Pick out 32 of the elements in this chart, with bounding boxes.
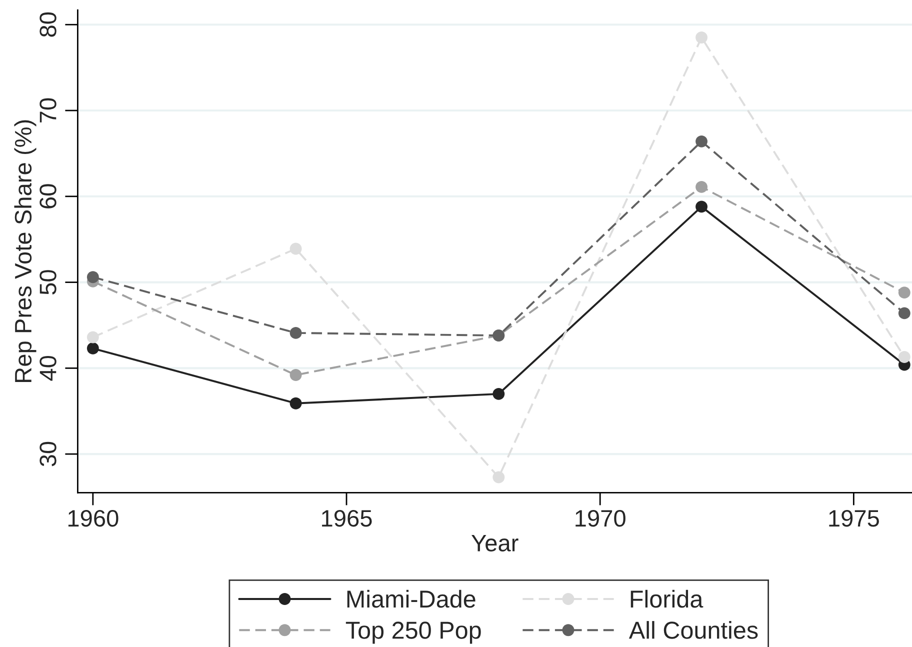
y-tick-label: 50 [40,270,56,294]
point [86,331,99,344]
legend-label: All Counties [628,621,758,639]
point [492,388,505,400]
point [86,271,99,284]
point [898,286,910,299]
legend-label: Top 250 Pop [346,622,481,644]
x-tick-label: 1965 [322,510,372,527]
legend-label: Florida [630,590,704,608]
x-tick-label: 1960 [68,510,118,527]
y-tick-label: 70 [40,98,56,122]
point [290,242,302,255]
y-tick-label: 40 [40,356,56,381]
x-tick-label: 1975 [829,510,879,527]
point [696,135,708,148]
point [290,369,302,382]
point [290,397,302,410]
point [696,200,708,213]
point [696,32,708,44]
point [86,342,99,354]
point [696,180,708,193]
point [492,471,505,484]
y-tick-label: 30 [40,442,56,466]
y-tick-label: 60 [40,184,56,208]
point [290,326,302,339]
y-axis-title: Rep Pres Vote Share (%) [14,120,36,382]
legend-label: Miami-Dade [347,590,476,608]
point [898,307,910,320]
x-tick-label: 1970 [576,510,626,527]
x-axis-title: Year [472,535,518,552]
y-tick-label: 80 [40,12,56,37]
point [898,351,910,363]
